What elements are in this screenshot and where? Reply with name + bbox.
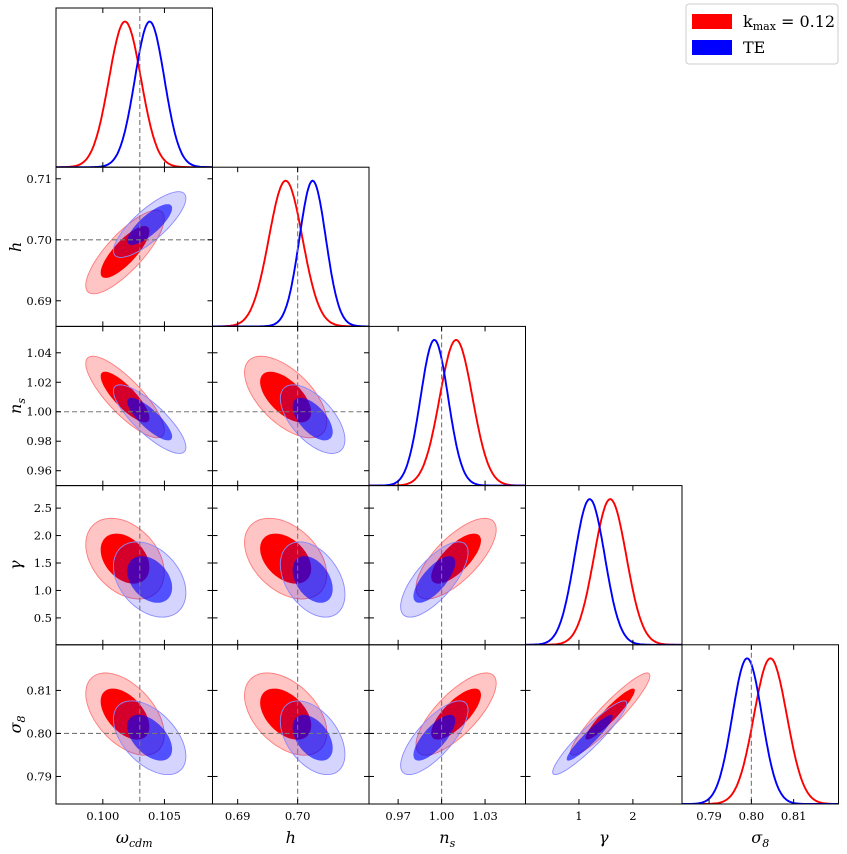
legend-swatch-te (692, 40, 732, 55)
panel-ns-h (212, 325, 370, 487)
contour-te-68-s8-gamma (566, 714, 613, 761)
pdf-line-kmax-gamma (525, 498, 682, 645)
contour-te-68-s8-h (292, 714, 333, 761)
pdf-line-kmax-ns (369, 339, 526, 486)
ytick-label-gamma: 2.0 (34, 529, 52, 543)
pdf-line-kmax-h (212, 179, 369, 327)
ylabel-h: h (6, 242, 25, 252)
panel-gamma-h (212, 485, 370, 646)
ytick-label-ns: 1.04 (26, 346, 52, 360)
contour-te-68-ns-wcdm (127, 397, 173, 441)
contour-te-68-ns-h (292, 397, 333, 441)
xtick-label-wcdm: 0.100 (86, 809, 119, 823)
ylabel-gamma: γ (6, 560, 25, 570)
ytick-label-s8: 0.80 (26, 726, 52, 740)
legend-label-kmax: kmax = 0.12 (743, 12, 835, 33)
ytick-label-ns: 1.02 (26, 375, 52, 389)
ytick-label-h: 0.71 (26, 172, 52, 186)
panel-gamma-gamma (525, 485, 683, 646)
ytick-label-s8: 0.81 (26, 683, 52, 697)
ytick-label-gamma: 0.5 (34, 611, 52, 625)
xtick-label-s8: 0.81 (781, 809, 807, 823)
axis-labels-layer: 0.690.700.71h0.960.981.001.021.04ns0.51.… (6, 172, 806, 850)
contour-te-68-gamma-h (292, 556, 333, 603)
legend: kmax = 0.12 TE (685, 3, 839, 65)
pdf-line-kmax-s8 (682, 657, 839, 804)
legend-label-te: TE (743, 38, 765, 57)
xtick-label-ns: 1.00 (429, 809, 455, 823)
xlabel-ns: ns (439, 828, 455, 850)
ytick-label-h: 0.69 (26, 294, 52, 308)
panels-layer (55, 7, 839, 805)
xtick-label-gamma: 2 (629, 809, 636, 823)
ytick-label-ns: 0.96 (26, 464, 52, 478)
xtick-label-s8: 0.80 (739, 809, 765, 823)
ytick-label-ns: 1.00 (26, 405, 52, 419)
pdf-line-kmax-wcdm (56, 20, 213, 168)
xtick-label-s8: 0.79 (696, 809, 722, 823)
contour-te-68-s8-ns (413, 714, 456, 761)
panel-h-wcdm (55, 166, 213, 327)
panel-ns-wcdm (55, 325, 213, 487)
panel-frame-h-h (212, 166, 370, 327)
contour-te-68-gamma-ns (413, 556, 456, 603)
xtick-label-wcdm: 0.105 (148, 809, 181, 823)
pdf-line-te-h (212, 179, 369, 327)
panel-gamma-wcdm (55, 485, 213, 646)
pdf-line-te-s8 (682, 657, 839, 804)
panel-h-h (212, 166, 370, 327)
ylabel-s8: σ8 (6, 715, 28, 733)
xlabel-gamma: γ (599, 828, 609, 847)
xlabel-s8: σ8 (751, 828, 769, 850)
panel-s8-gamma (525, 644, 683, 805)
pdf-line-te-ns (369, 339, 526, 486)
ytick-label-gamma: 1.0 (34, 583, 52, 597)
ytick-label-gamma: 2.5 (34, 501, 52, 515)
panel-frame-s8-s8 (681, 644, 839, 805)
xlabel-h: h (286, 828, 296, 847)
panel-frame-ns-ns (368, 325, 526, 487)
ytick-label-h: 0.70 (26, 233, 52, 247)
xtick-label-ns: 1.03 (472, 809, 498, 823)
contour-te-68-h-wcdm (127, 204, 173, 245)
ytick-label-gamma: 1.5 (34, 556, 52, 570)
contour-te-68-gamma-wcdm (127, 556, 173, 603)
pdf-line-te-wcdm (56, 20, 213, 168)
xtick-label-h: 0.69 (225, 809, 251, 823)
panel-wcdm-wcdm (55, 7, 213, 168)
panel-s8-s8 (681, 644, 839, 805)
pdf-line-te-gamma (525, 498, 682, 645)
legend-swatch-kmax (692, 14, 732, 29)
panel-gamma-ns (368, 485, 526, 646)
panel-s8-ns (368, 644, 526, 805)
ytick-label-s8: 0.79 (26, 769, 52, 783)
panel-s8-wcdm (55, 644, 213, 805)
xtick-label-gamma: 1 (575, 809, 582, 823)
xtick-label-ns: 0.97 (385, 809, 411, 823)
ylabel-ns: ns (6, 398, 28, 414)
panel-s8-h (212, 644, 370, 805)
panel-ns-ns (368, 325, 526, 487)
xtick-label-h: 0.70 (285, 809, 311, 823)
contour-te-68-s8-wcdm (127, 714, 173, 761)
ytick-label-ns: 0.98 (26, 434, 52, 448)
xlabel-wcdm: ωcdm (116, 828, 153, 850)
